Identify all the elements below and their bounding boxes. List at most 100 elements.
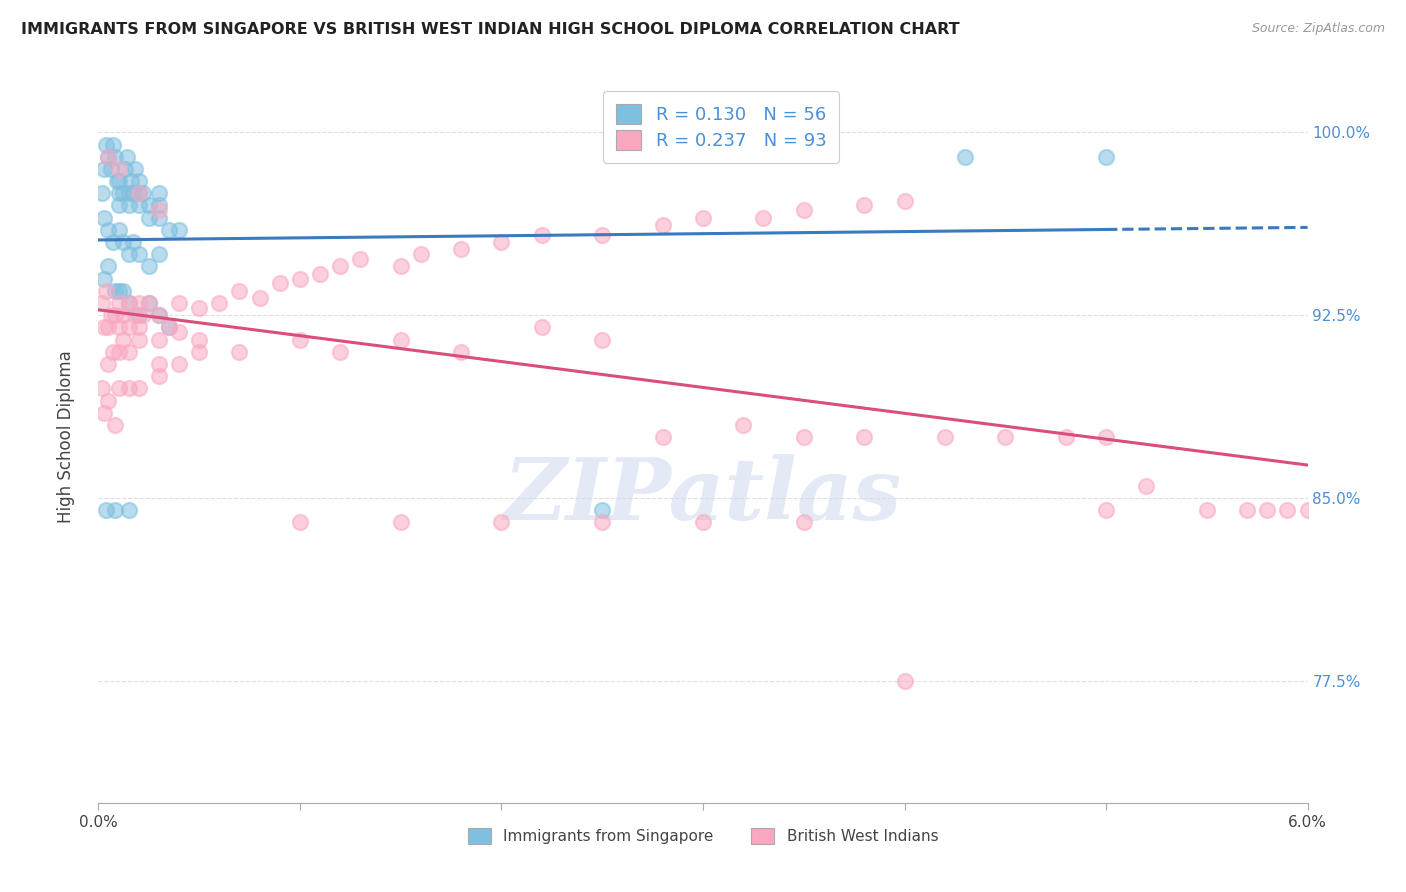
Point — [107, 174, 129, 188]
Point — [91, 381, 114, 395]
Point — [111, 284, 134, 298]
Point — [208, 296, 231, 310]
Point — [103, 308, 125, 322]
Point — [93, 320, 115, 334]
Point — [1135, 479, 1157, 493]
Point — [97, 223, 120, 237]
Point — [138, 260, 160, 274]
Point — [148, 211, 170, 225]
Point — [953, 150, 976, 164]
Point — [591, 516, 613, 530]
Point — [409, 247, 432, 261]
Point — [91, 296, 114, 310]
Point — [97, 260, 120, 274]
Point — [118, 198, 141, 212]
Point — [491, 235, 513, 249]
Point — [793, 516, 815, 530]
Point — [692, 211, 714, 225]
Point — [793, 430, 815, 444]
Point — [157, 320, 180, 334]
Point — [91, 186, 114, 201]
Point — [148, 369, 170, 384]
Point — [138, 198, 160, 212]
Point — [752, 211, 775, 225]
Point — [128, 320, 150, 334]
Point — [167, 296, 190, 310]
Point — [118, 247, 141, 261]
Point — [1054, 430, 1077, 444]
Point — [96, 503, 118, 517]
Point — [1095, 503, 1118, 517]
Point — [893, 194, 915, 208]
Point — [128, 186, 150, 201]
Point — [893, 673, 915, 688]
Point — [107, 284, 129, 298]
Text: ZIPatlas: ZIPatlas — [503, 454, 903, 537]
Point — [128, 174, 150, 188]
Point — [1256, 503, 1278, 517]
Point — [530, 227, 553, 242]
Point — [107, 161, 129, 176]
Point — [450, 243, 472, 257]
Point — [107, 344, 129, 359]
Point — [111, 235, 134, 249]
Point — [128, 186, 150, 201]
Point — [148, 203, 170, 218]
Y-axis label: High School Diploma: High School Diploma — [56, 351, 75, 524]
Point — [115, 150, 138, 164]
Point — [167, 223, 190, 237]
Text: IMMIGRANTS FROM SINGAPORE VS BRITISH WEST INDIAN HIGH SCHOOL DIPLOMA CORRELATION: IMMIGRANTS FROM SINGAPORE VS BRITISH WES… — [21, 22, 960, 37]
Point — [148, 357, 170, 371]
Point — [121, 186, 143, 201]
Point — [97, 393, 120, 408]
Point — [591, 503, 613, 517]
Point — [128, 333, 150, 347]
Point — [128, 308, 150, 322]
Point — [157, 223, 180, 237]
Point — [121, 235, 143, 249]
Point — [107, 223, 129, 237]
Point — [100, 308, 122, 322]
Point — [228, 284, 250, 298]
Point — [128, 296, 150, 310]
Point — [148, 247, 170, 261]
Point — [93, 211, 115, 225]
Point — [101, 137, 124, 152]
Point — [994, 430, 1017, 444]
Point — [733, 417, 755, 432]
Point — [96, 137, 118, 152]
Text: Source: ZipAtlas.com: Source: ZipAtlas.com — [1251, 22, 1385, 36]
Point — [107, 296, 129, 310]
Point — [269, 277, 291, 291]
Point — [148, 308, 170, 322]
Point — [188, 301, 211, 315]
Point — [651, 430, 673, 444]
Point — [853, 198, 876, 212]
Point — [329, 344, 352, 359]
Point — [389, 333, 412, 347]
Point — [97, 320, 120, 334]
Point — [651, 218, 673, 232]
Point — [167, 357, 190, 371]
Point — [249, 291, 271, 305]
Point — [450, 344, 472, 359]
Point — [138, 296, 160, 310]
Point — [97, 150, 120, 164]
Point — [1095, 430, 1118, 444]
Point — [793, 203, 815, 218]
Point — [148, 308, 170, 322]
Point — [114, 161, 136, 176]
Point — [101, 344, 124, 359]
Point — [329, 260, 352, 274]
Point — [1195, 503, 1218, 517]
Point — [118, 381, 141, 395]
Point — [103, 503, 125, 517]
Point — [124, 308, 146, 322]
Point — [148, 333, 170, 347]
Point — [96, 284, 118, 298]
Point — [93, 161, 115, 176]
Point — [100, 161, 122, 176]
Point — [103, 417, 125, 432]
Point — [1236, 503, 1258, 517]
Point — [1095, 150, 1118, 164]
